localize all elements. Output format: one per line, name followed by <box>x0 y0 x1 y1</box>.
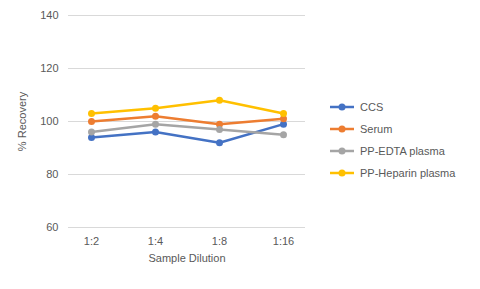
html-text:PP-EDTA plasma: PP-EDTA plasma <box>360 145 445 157</box>
svg-text:1:8: 1:8 <box>212 235 227 247</box>
html-text:Serum: Serum <box>360 123 393 135</box>
svg-text:1:4: 1:4 <box>148 235 163 247</box>
svg-text:Sample Dilution: Sample Dilution <box>148 252 225 264</box>
svg-text:60: 60 <box>46 221 58 233</box>
svg-text:1:16: 1:16 <box>273 235 294 247</box>
html-text:PP-Heparin plasma: PP-Heparin plasma <box>360 167 456 179</box>
svg-text:100: 100 <box>40 115 58 127</box>
svg-text:140: 140 <box>40 9 58 21</box>
svg-text:120: 120 <box>40 62 58 74</box>
svg-text:1:2: 1:2 <box>84 235 99 247</box>
html-text:CCS: CCS <box>360 101 384 113</box>
svg-text:80: 80 <box>46 168 58 180</box>
svg-text:% Recovery: % Recovery <box>16 91 28 151</box>
